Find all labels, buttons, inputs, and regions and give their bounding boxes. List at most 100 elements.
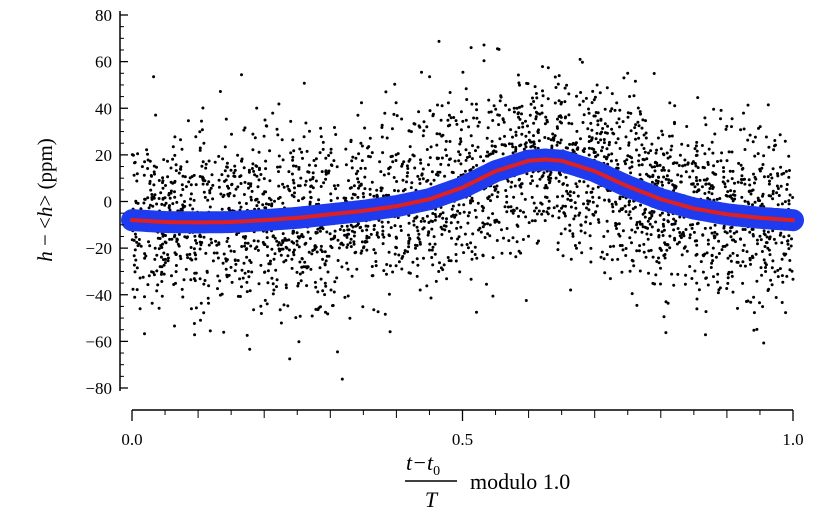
data-point	[521, 238, 525, 241]
data-point	[243, 241, 247, 245]
data-point	[644, 136, 648, 140]
data-point	[646, 237, 650, 241]
data-point	[444, 148, 448, 152]
data-point	[780, 301, 784, 304]
data-point	[433, 212, 437, 216]
data-point	[302, 81, 306, 85]
data-point	[755, 279, 759, 283]
data-point	[750, 254, 754, 258]
data-point	[166, 175, 170, 179]
data-point	[543, 186, 547, 190]
data-point	[259, 312, 263, 315]
data-point	[736, 306, 739, 310]
data-point	[224, 117, 228, 121]
data-point	[331, 304, 335, 307]
data-point	[567, 92, 571, 96]
data-point	[690, 277, 694, 280]
data-point	[542, 209, 545, 213]
data-point	[448, 140, 452, 143]
data-point	[649, 248, 653, 252]
data-point	[409, 130, 413, 134]
data-point	[614, 221, 618, 225]
data-point	[788, 193, 792, 197]
data-point	[666, 301, 670, 305]
data-point	[787, 175, 791, 179]
data-point	[663, 256, 667, 260]
data-point	[618, 234, 622, 238]
data-point	[527, 234, 530, 238]
data-point	[222, 252, 226, 256]
data-point	[527, 130, 531, 134]
data-point	[508, 251, 512, 255]
data-point	[355, 267, 359, 271]
data-point	[651, 173, 655, 177]
data-point	[695, 297, 699, 301]
data-point	[400, 267, 404, 271]
data-point	[202, 141, 206, 145]
data-point	[162, 263, 166, 267]
data-point	[627, 143, 631, 147]
data-point	[140, 165, 144, 169]
data-point	[157, 179, 161, 182]
y-tick-label: −40	[85, 286, 112, 305]
data-point	[490, 193, 494, 197]
data-point	[163, 240, 167, 244]
data-point	[602, 141, 606, 145]
data-point	[578, 179, 582, 183]
data-point	[621, 248, 625, 252]
x-label-denominator: T	[425, 487, 439, 512]
data-point	[611, 205, 615, 209]
data-point	[487, 195, 491, 199]
data-point	[700, 185, 704, 189]
data-point	[360, 144, 364, 148]
data-point	[288, 357, 292, 361]
data-point	[559, 232, 563, 236]
data-point	[727, 150, 731, 154]
data-point	[471, 165, 475, 169]
data-point	[233, 164, 237, 168]
data-point	[346, 294, 350, 298]
x-label-suffix: modulo 1.0	[470, 469, 570, 494]
data-point	[770, 283, 774, 287]
data-point	[470, 196, 474, 200]
data-point	[603, 107, 607, 111]
data-point	[266, 254, 270, 257]
data-point	[321, 289, 325, 293]
data-point	[469, 201, 472, 205]
data-point	[679, 180, 683, 184]
data-point	[570, 122, 574, 126]
data-point	[479, 155, 483, 159]
data-point	[685, 249, 689, 253]
data-point	[549, 138, 553, 142]
data-point	[768, 237, 772, 240]
data-point	[483, 222, 487, 226]
data-point	[776, 268, 780, 272]
data-point	[617, 222, 621, 226]
data-point	[599, 138, 603, 142]
data-point	[511, 236, 515, 240]
data-point	[771, 259, 775, 263]
data-point	[321, 227, 325, 231]
data-point	[194, 253, 197, 257]
data-point	[153, 246, 157, 250]
data-point	[490, 139, 494, 143]
data-point	[211, 197, 215, 201]
data-point	[607, 199, 611, 203]
data-point	[612, 244, 616, 248]
data-point	[268, 149, 272, 153]
data-point	[704, 276, 708, 280]
data-point	[256, 185, 260, 189]
data-point	[386, 220, 390, 224]
data-point	[512, 195, 516, 199]
data-point	[450, 207, 454, 211]
data-point	[487, 98, 491, 102]
data-point	[556, 248, 560, 252]
data-point	[575, 246, 578, 250]
data-point	[648, 163, 652, 167]
data-point	[543, 122, 547, 126]
data-point	[664, 331, 668, 335]
data-point	[216, 287, 219, 291]
data-point	[535, 96, 539, 100]
data-point	[606, 124, 610, 128]
data-point	[263, 206, 267, 210]
